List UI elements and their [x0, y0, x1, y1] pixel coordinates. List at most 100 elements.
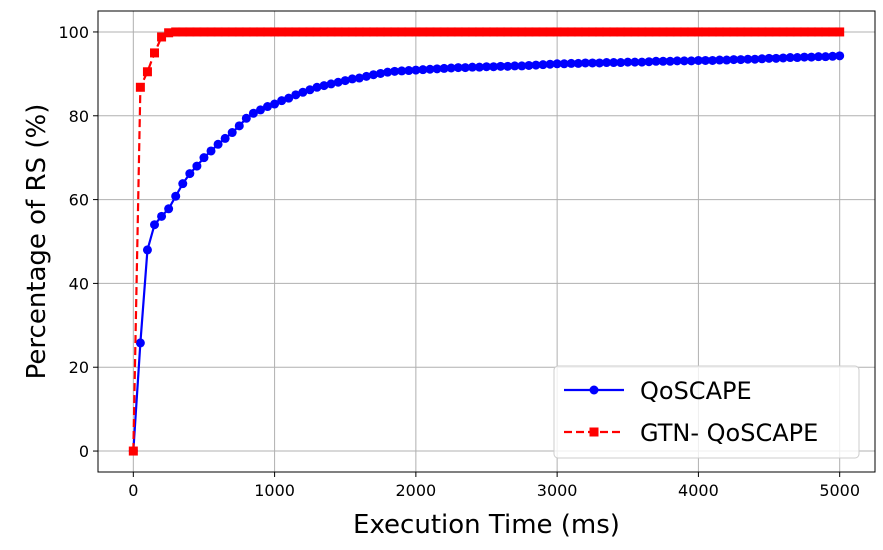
data-point	[580, 58, 590, 68]
data-point	[178, 179, 188, 189]
data-point	[510, 27, 520, 37]
data-point	[573, 58, 583, 68]
data-point	[135, 82, 145, 92]
data-point	[658, 56, 668, 66]
data-point	[319, 27, 329, 37]
data-point	[785, 27, 795, 37]
data-point	[171, 27, 181, 37]
legend-marker	[589, 385, 599, 395]
data-point	[277, 27, 287, 37]
data-point	[785, 53, 795, 63]
legend-label: GTN- QoSCAPE	[640, 419, 818, 447]
series-layer	[128, 27, 845, 456]
data-point	[700, 27, 710, 37]
data-point	[474, 62, 484, 72]
data-point	[241, 113, 251, 123]
data-point	[778, 27, 788, 37]
data-point	[411, 65, 421, 75]
data-point	[376, 68, 386, 78]
legend-label: QoSCAPE	[640, 377, 752, 405]
data-point	[566, 58, 576, 68]
data-point	[467, 62, 477, 72]
data-point	[743, 27, 753, 37]
data-point	[135, 338, 145, 348]
data-point	[566, 27, 576, 37]
data-point	[644, 27, 654, 37]
data-point	[255, 105, 265, 115]
data-point	[482, 62, 491, 72]
data-point	[150, 48, 160, 58]
data-point	[383, 67, 393, 77]
data-point	[326, 79, 336, 89]
data-point	[227, 27, 237, 37]
legend-box	[553, 365, 860, 459]
data-point	[213, 27, 223, 37]
y-tick-label: 0	[79, 442, 89, 461]
data-point	[255, 27, 265, 37]
data-point	[446, 27, 456, 37]
data-point	[312, 82, 322, 92]
data-point	[270, 99, 280, 109]
data-point	[333, 77, 343, 87]
data-point	[665, 27, 675, 37]
data-point	[241, 27, 251, 37]
data-point	[595, 27, 605, 37]
data-point	[750, 27, 760, 37]
data-point	[383, 27, 393, 37]
data-point	[439, 27, 449, 37]
x-tick-label: 4000	[678, 481, 719, 500]
data-point	[792, 53, 802, 63]
data-point	[390, 66, 400, 76]
data-point	[277, 96, 287, 106]
data-point	[510, 61, 520, 71]
data-point	[213, 139, 223, 149]
data-point	[665, 56, 675, 66]
data-point	[418, 27, 428, 37]
data-point	[340, 27, 350, 37]
data-point	[616, 27, 626, 37]
data-point	[552, 59, 562, 69]
data-point	[142, 67, 152, 77]
x-tick-label: 0	[128, 481, 138, 500]
data-point	[142, 245, 152, 255]
data-point	[496, 27, 506, 37]
data-point	[559, 27, 569, 37]
data-point	[531, 60, 541, 70]
data-point	[750, 54, 760, 64]
data-point	[835, 27, 845, 37]
data-point	[602, 58, 612, 68]
data-point	[460, 27, 470, 37]
data-point	[347, 74, 357, 84]
data-point	[234, 121, 244, 131]
data-point	[828, 27, 838, 37]
data-point	[128, 446, 138, 456]
data-point	[185, 27, 195, 37]
data-point	[552, 27, 562, 37]
data-point	[821, 27, 831, 37]
data-point	[354, 73, 364, 83]
data-point	[150, 220, 160, 230]
data-point	[736, 27, 746, 37]
data-point	[404, 27, 414, 37]
data-point	[171, 191, 181, 201]
data-point	[538, 27, 548, 37]
data-point	[517, 27, 527, 37]
data-point	[792, 27, 802, 37]
data-point	[743, 54, 753, 64]
data-point	[658, 27, 668, 37]
data-point	[192, 27, 202, 37]
y-tick-label: 40	[69, 274, 89, 293]
data-point	[630, 27, 640, 37]
data-point	[708, 55, 718, 65]
data-point	[503, 61, 513, 71]
legend: QoSCAPE GTN- QoSCAPE	[553, 365, 860, 459]
data-point	[460, 63, 470, 73]
data-point	[199, 153, 209, 163]
x-axis-title: Execution Time (ms)	[353, 510, 620, 540]
data-point	[404, 66, 414, 76]
data-point	[453, 63, 463, 73]
data-point	[206, 146, 216, 156]
data-point	[164, 28, 174, 38]
data-point	[757, 27, 767, 37]
